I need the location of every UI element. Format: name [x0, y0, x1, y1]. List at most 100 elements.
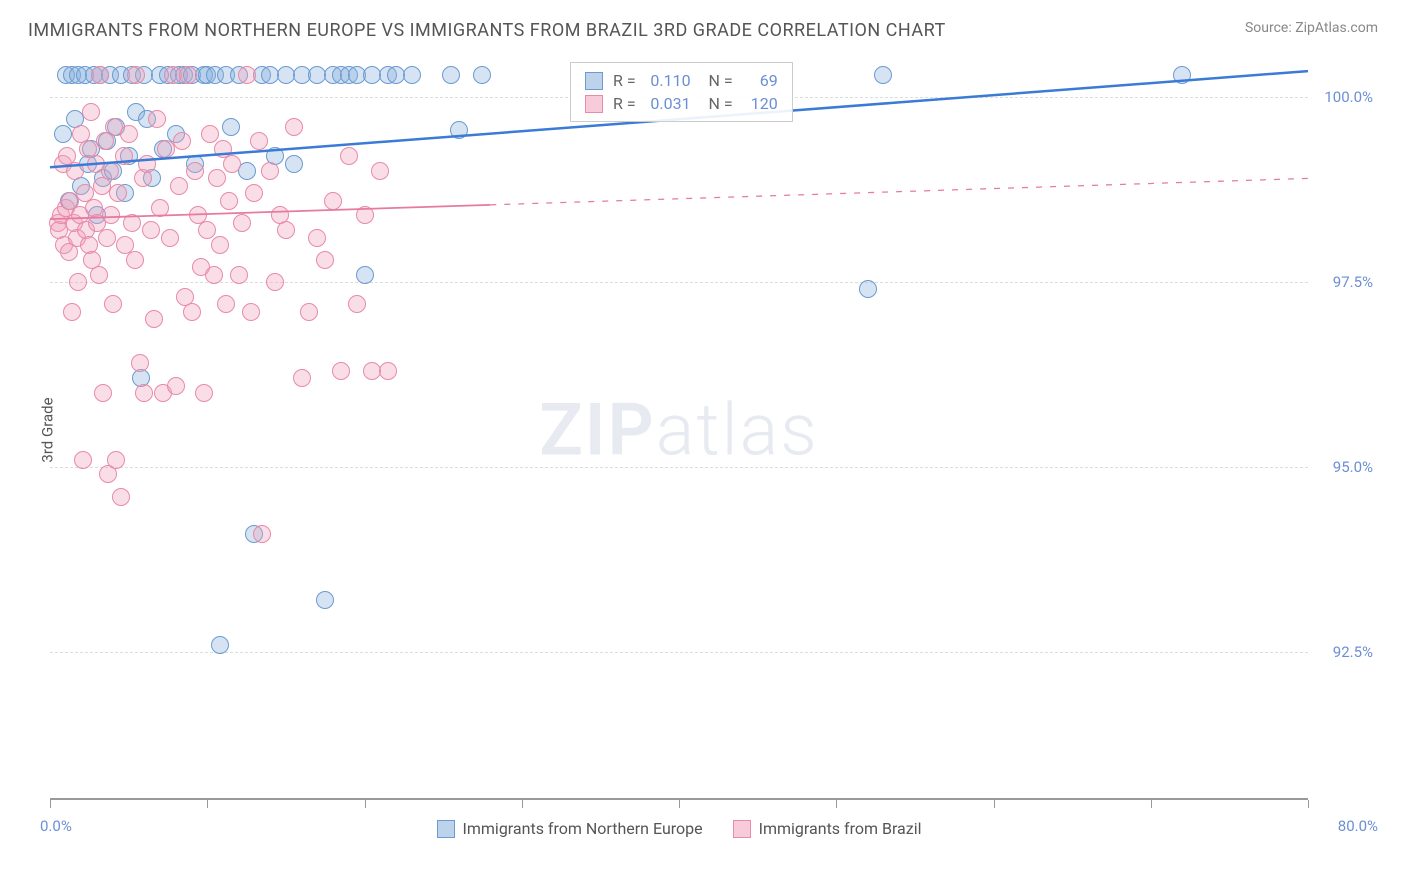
point-pink: [170, 177, 188, 195]
bottom-legend: Immigrants from Northern Europe Immigran…: [50, 819, 1308, 838]
legend-item-pink: Immigrants from Brazil: [733, 819, 922, 838]
point-pink: [220, 192, 238, 210]
point-pink: [217, 295, 235, 313]
point-pink: [266, 273, 284, 291]
watermark: ZIPatlas: [539, 388, 819, 473]
point-pink: [63, 303, 81, 321]
point-pink: [107, 451, 125, 469]
point-pink: [120, 125, 138, 143]
watermark-part2: atlas: [656, 388, 819, 473]
point-pink: [82, 103, 100, 121]
stats-row-pink: R = 0.031 N = 120: [585, 92, 778, 115]
point-blue: [403, 66, 421, 84]
point-pink: [293, 369, 311, 387]
point-pink: [208, 169, 226, 187]
point-pink: [245, 184, 263, 202]
point-blue: [874, 66, 892, 84]
x-tick: [836, 800, 837, 808]
point-pink: [183, 303, 201, 321]
point-pink: [324, 192, 342, 210]
point-pink: [285, 118, 303, 136]
point-blue: [356, 266, 374, 284]
point-pink: [126, 251, 144, 269]
point-pink: [332, 362, 350, 380]
point-pink: [101, 162, 119, 180]
point-blue: [222, 118, 240, 136]
point-pink: [340, 147, 358, 165]
point-pink: [138, 155, 156, 173]
point-pink: [94, 384, 112, 402]
gridline: [50, 467, 1308, 468]
point-pink: [186, 162, 204, 180]
x-tick: [522, 800, 523, 808]
point-pink: [179, 66, 197, 84]
point-blue: [316, 591, 334, 609]
stat-n-label2: N =: [701, 94, 733, 113]
stat-n-pink: 120: [743, 94, 778, 113]
point-pink: [242, 303, 260, 321]
watermark-part1: ZIP: [539, 388, 655, 473]
legend-label-blue: Immigrants from Northern Europe: [463, 819, 703, 838]
point-blue: [211, 636, 229, 654]
point-pink: [253, 525, 271, 543]
stat-n-blue: 69: [743, 71, 778, 90]
point-pink: [233, 214, 251, 232]
point-pink: [102, 206, 120, 224]
x-tick: [679, 800, 680, 808]
x-tick: [207, 800, 208, 808]
chart-container: ZIPatlas 92.5% 95.0% 97.5% 100.0% R = 0.110…: [50, 60, 1380, 800]
point-pink: [142, 221, 160, 239]
point-pink: [109, 184, 127, 202]
point-blue: [450, 121, 468, 139]
point-pink: [238, 66, 256, 84]
point-pink: [131, 354, 149, 372]
point-blue: [442, 66, 460, 84]
point-pink: [348, 295, 366, 313]
chart-title: IMMIGRANTS FROM NORTHERN EUROPE VS IMMIG…: [28, 20, 946, 41]
stats-row-blue: R = 0.110 N = 69: [585, 69, 778, 92]
y-tick-label: 92.5%: [1333, 643, 1373, 661]
point-blue: [285, 155, 303, 173]
point-pink: [115, 147, 133, 165]
point-pink: [223, 155, 241, 173]
point-pink: [261, 162, 279, 180]
point-pink: [148, 110, 166, 128]
y-tick-label: 95.0%: [1333, 458, 1373, 476]
point-pink: [198, 221, 216, 239]
legend-swatch-pink-icon: [733, 820, 751, 838]
point-pink: [91, 66, 109, 84]
point-pink: [104, 295, 122, 313]
swatch-blue-icon: [585, 72, 603, 90]
point-pink: [90, 266, 108, 284]
point-pink: [195, 384, 213, 402]
point-pink: [151, 199, 169, 217]
point-blue: [54, 125, 72, 143]
x-tick: [994, 800, 995, 808]
point-pink: [112, 488, 130, 506]
point-pink: [167, 377, 185, 395]
point-pink: [300, 303, 318, 321]
x-max-label: 80.0%: [1338, 817, 1378, 835]
stats-box: R = 0.110 N = 69 R = 0.031 N = 120: [570, 62, 793, 122]
stat-r-blue: 0.110: [646, 71, 691, 90]
point-pink: [201, 125, 219, 143]
y-tick-label: 100.0%: [1324, 88, 1373, 106]
x-tick: [365, 800, 366, 808]
point-pink: [371, 162, 389, 180]
point-pink: [316, 251, 334, 269]
point-blue: [859, 280, 877, 298]
point-blue: [1173, 66, 1191, 84]
point-pink: [135, 384, 153, 402]
point-pink: [230, 266, 248, 284]
point-pink: [127, 66, 145, 84]
point-blue: [473, 66, 491, 84]
point-pink: [123, 214, 141, 232]
stat-r-label2: R =: [613, 94, 636, 113]
point-pink: [98, 229, 116, 247]
y-tick-label: 97.5%: [1333, 273, 1373, 291]
point-pink: [205, 266, 223, 284]
swatch-pink-icon: [585, 95, 603, 113]
point-pink: [308, 229, 326, 247]
y-axis-label: 3rd Grade: [39, 397, 57, 462]
point-pink: [173, 132, 191, 150]
